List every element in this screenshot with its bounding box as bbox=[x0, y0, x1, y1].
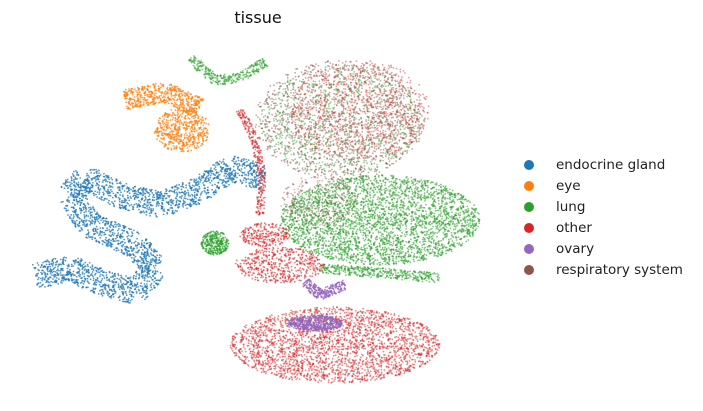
legend-marker bbox=[524, 264, 534, 275]
legend-item-ovary: ovary bbox=[524, 238, 683, 259]
cluster-ovary bbox=[286, 278, 346, 332]
legend-marker bbox=[524, 201, 534, 212]
legend-item-lung: lung bbox=[524, 196, 683, 217]
legend-marker bbox=[524, 180, 534, 191]
cluster-respiratory-system bbox=[254, 60, 426, 226]
cluster-endocrine-gland bbox=[31, 155, 267, 304]
cluster-eye bbox=[122, 82, 210, 153]
cluster-other bbox=[229, 60, 441, 384]
chart-title: tissue bbox=[234, 8, 282, 27]
legend-item-respiratory-system: respiratory system bbox=[524, 259, 683, 280]
legend-label: eye bbox=[556, 177, 581, 194]
legend-label: ovary bbox=[556, 240, 595, 257]
legend-label: endocrine gland bbox=[556, 156, 666, 173]
legend-marker bbox=[524, 159, 534, 170]
cluster-lung bbox=[188, 55, 481, 284]
scatter-plot-area bbox=[31, 55, 481, 384]
legend: endocrine gland eye lung other ovary res… bbox=[524, 154, 683, 280]
legend-marker bbox=[524, 222, 534, 233]
legend-item-eye: eye bbox=[524, 175, 683, 196]
legend-item-endocrine-gland: endocrine gland bbox=[524, 154, 683, 175]
legend-label: lung bbox=[556, 198, 586, 215]
legend-label: respiratory system bbox=[556, 261, 683, 278]
legend-item-other: other bbox=[524, 217, 683, 238]
legend-label: other bbox=[556, 219, 592, 236]
legend-marker bbox=[524, 243, 534, 254]
